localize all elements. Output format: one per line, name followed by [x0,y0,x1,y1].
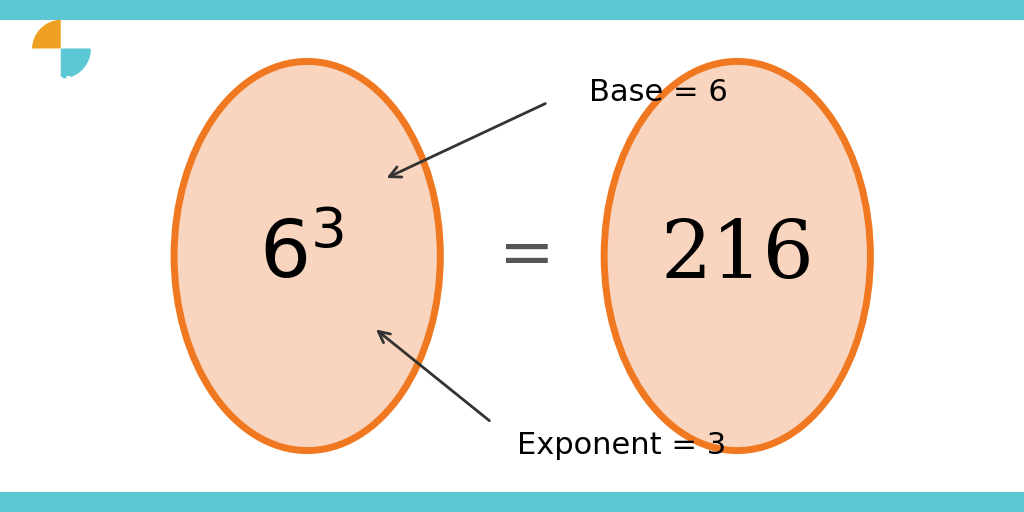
Polygon shape [61,20,90,49]
Text: SOM: SOM [42,76,81,92]
Text: Exponent = 3: Exponent = 3 [517,431,726,460]
Text: STORY OF MATHEMATICS: STORY OF MATHEMATICS [31,100,92,105]
Text: $6^3$: $6^3$ [259,217,345,295]
Ellipse shape [604,61,870,451]
FancyBboxPatch shape [0,0,1024,20]
Polygon shape [33,20,61,49]
Text: Base = 6: Base = 6 [589,78,727,106]
Text: 216: 216 [660,217,814,295]
Ellipse shape [174,61,440,451]
Polygon shape [33,49,61,78]
Text: =: = [500,223,555,289]
FancyBboxPatch shape [0,492,1024,512]
Polygon shape [61,49,90,78]
